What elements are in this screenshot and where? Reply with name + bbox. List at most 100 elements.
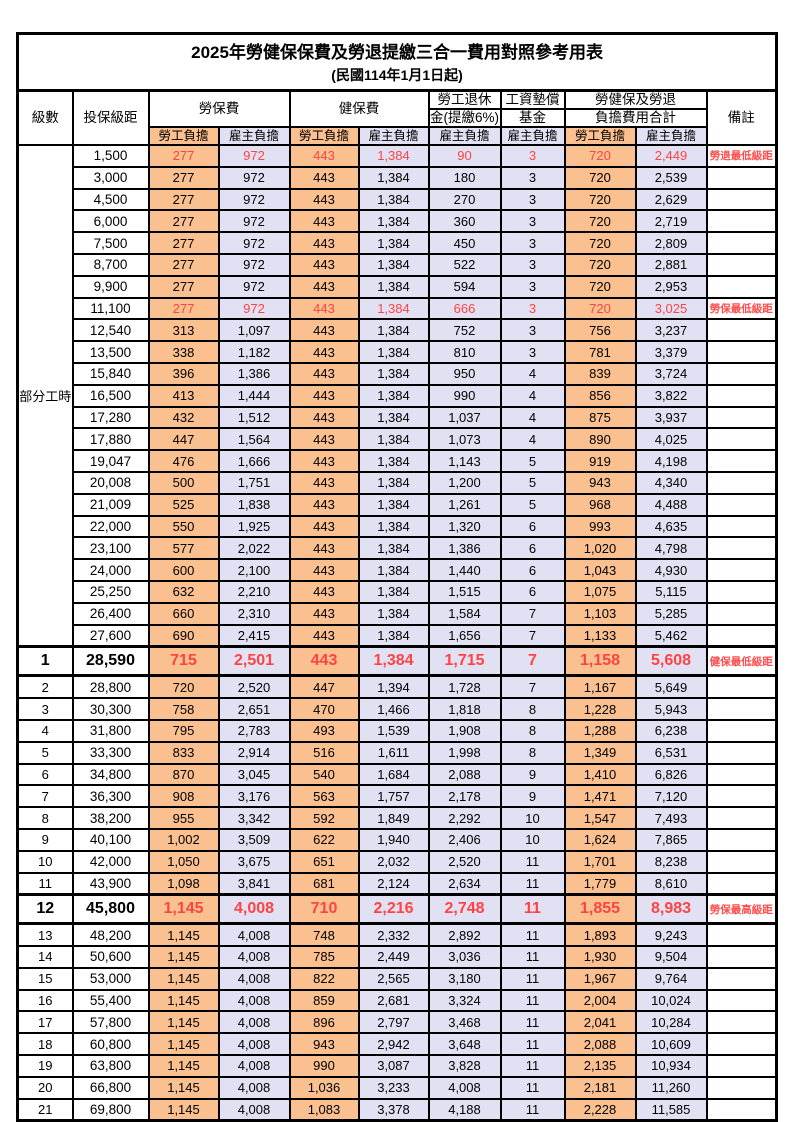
cell-fee: 3,937	[634, 405, 708, 430]
cell-fee: 5,943	[634, 697, 708, 721]
cell-fee: 1,512	[217, 405, 291, 430]
cell-bracket: 15,840	[71, 361, 150, 386]
cell-fee: 1,384	[357, 558, 430, 582]
cell-level: 2	[16, 674, 74, 700]
cell-note	[705, 361, 778, 386]
table-row: 12,540 313 1,097 443 1,384 752 3 756 3,237	[18, 318, 778, 343]
cell-fee: 785	[288, 945, 360, 969]
cell-fee: 9	[499, 784, 566, 809]
cell-fee: 943	[288, 1032, 360, 1057]
cell-fee: 955	[147, 806, 220, 830]
cell-fee: 577	[147, 536, 220, 561]
table-row: 13 48,200 1,145 4,008 748 2,332 2,892 11 1,893 9,…	[16, 922, 778, 948]
table-row: 7,500 277 972 443 1,384 450 3 720 2,809	[18, 231, 778, 255]
cell-fee: 7,493	[634, 806, 708, 830]
cell-fee: 1,515	[427, 579, 502, 604]
cell-fee: 11,260	[634, 1075, 708, 1100]
cell-fee: 720	[563, 187, 637, 212]
title-row: 2025年勞健保保費及勞退提繳三合一費用對照參考用表 (民國114年1月1日起)	[16, 32, 778, 92]
cell-fee: 1,728	[427, 674, 502, 700]
cell-level: 9	[16, 827, 74, 852]
cell-bracket: 69,800	[71, 1097, 150, 1122]
cell-fee: 4,008	[427, 1075, 502, 1100]
cell-fee: 443	[288, 470, 360, 495]
page-title: 2025年勞健保保費及勞退提繳三合一費用對照參考用表	[191, 43, 603, 63]
cell-fee: 1,701	[563, 849, 637, 874]
cell-fee: 443	[288, 340, 360, 364]
cell-note	[705, 318, 778, 343]
cell-note	[705, 1075, 778, 1100]
cell-fee: 4,025	[634, 427, 708, 452]
cell-fee: 90	[427, 144, 502, 168]
cell-fee: 10	[499, 827, 566, 852]
cell-fee: 7,865	[634, 827, 708, 852]
cell-fee: 2,681	[357, 988, 430, 1013]
cell-fee: 3	[499, 209, 566, 234]
cell-fee: 1,684	[357, 762, 430, 787]
cell-level: 20	[16, 1075, 74, 1100]
cell-fee: 1,384	[357, 470, 430, 495]
cell-level-part-time: 部分工時	[16, 144, 74, 648]
cell-fee: 443	[288, 405, 360, 430]
cell-bracket: 24,000	[71, 558, 150, 582]
cell-fee: 277	[147, 144, 220, 168]
cell-fee: 9,243	[634, 922, 708, 948]
cell-fee: 4,635	[634, 514, 708, 539]
cell-bracket: 3,000	[71, 165, 150, 190]
cell-fee: 1,908	[427, 718, 502, 743]
cell-fee: 277	[147, 165, 220, 190]
table-row: 17,880 447 1,564 443 1,384 1,073 4 890 4,025	[18, 427, 778, 452]
cell-fee: 1,386	[427, 536, 502, 561]
cell-fee: 5	[499, 492, 566, 517]
cell-fee: 1,384	[357, 536, 430, 561]
cell-fee: 908	[147, 784, 220, 809]
cell-fee: 443	[288, 645, 360, 678]
cell-fee: 2,332	[357, 922, 430, 948]
cell-fee: 3,648	[427, 1032, 502, 1057]
cell-fee: 1,466	[357, 697, 430, 721]
cell-fee: 2,809	[634, 231, 708, 255]
cell-fee: 11	[499, 966, 566, 991]
cell-bracket: 23,100	[71, 536, 150, 561]
table-row: 13,500 338 1,182 443 1,384 810 3 781 3,379	[18, 340, 778, 364]
table-row: 16,500 413 1,444 443 1,384 990 4 856 3,822	[18, 383, 778, 408]
cell-level: 5	[16, 740, 74, 765]
cell-fee: 600	[147, 558, 220, 582]
cell-fee: 2,942	[357, 1032, 430, 1057]
table-row: 3 30,300 758 2,651 470 1,466 1,818 8 1,228 5,943	[16, 697, 778, 721]
cell-fee: 360	[427, 209, 502, 234]
cell-note	[705, 470, 778, 495]
cell-bracket: 28,590	[71, 645, 150, 678]
cell-fee: 3,087	[357, 1054, 430, 1078]
cell-fee: 443	[288, 274, 360, 299]
cell-fee: 11	[499, 945, 566, 969]
cell-fee: 1,200	[427, 470, 502, 495]
cell-fee: 3,233	[357, 1075, 430, 1100]
cell-bracket: 55,400	[71, 988, 150, 1013]
cell-fee: 1,145	[147, 988, 220, 1013]
cell-fee: 4,188	[427, 1097, 502, 1122]
cell-fee: 6	[499, 579, 566, 604]
subheader-arrears-employer: 雇主負擔	[499, 126, 566, 146]
cell-fee: 1,384	[357, 492, 430, 517]
header-pension-line1: 勞工退休	[427, 89, 502, 110]
cell-fee: 11	[499, 1054, 566, 1078]
cell-bracket: 66,800	[71, 1075, 150, 1100]
cell-fee: 2,088	[563, 1032, 637, 1057]
header-note: 備註	[705, 89, 778, 146]
cell-note: 勞退最低級距	[705, 144, 778, 168]
table-row: 1 28,590 715 2,501 443 1,384 1,715 7 1,158 5,608 健…	[16, 645, 778, 678]
cell-fee: 4,008	[217, 1075, 291, 1100]
cell-fee: 720	[563, 274, 637, 299]
cell-fee: 2,651	[217, 697, 291, 721]
table-header: 2025年勞健保保費及勞退提繳三合一費用對照參考用表 (民國114年1月1日起)…	[16, 32, 778, 146]
subheader-pension-employer: 雇主負擔	[427, 126, 502, 146]
cell-fee: 3	[499, 252, 566, 277]
table-row: 27,600 690 2,415 443 1,384 1,656 7 1,133 5,462	[18, 623, 778, 648]
cell-fee: 4,930	[634, 558, 708, 582]
table-row: 2 28,800 720 2,520 447 1,394 1,728 7 1,167 5,649	[16, 674, 778, 700]
cell-bracket: 45,800	[71, 893, 150, 926]
table-row: 19,047 476 1,666 443 1,384 1,143 5 919 4,198	[18, 449, 778, 473]
cell-bracket: 53,000	[71, 966, 150, 991]
header-pension-line2: 金(提繳6%)	[427, 108, 502, 128]
